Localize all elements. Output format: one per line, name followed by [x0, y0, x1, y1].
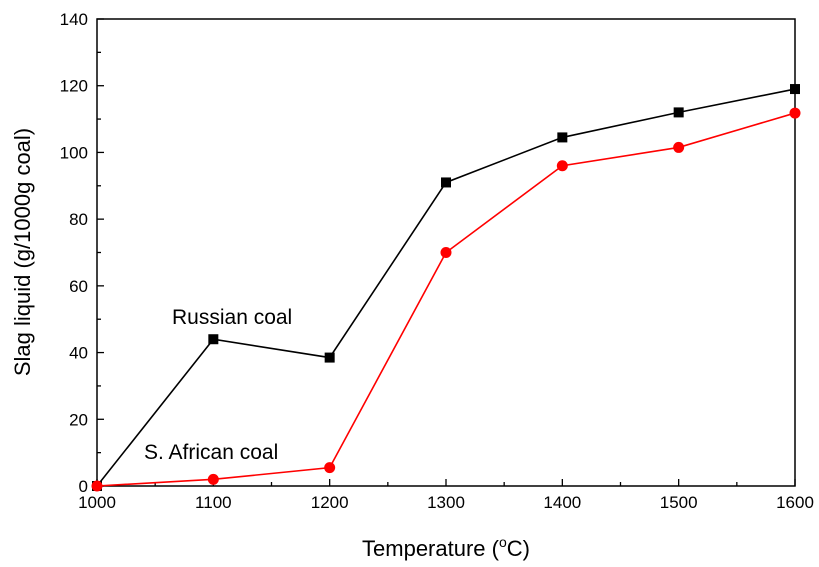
point-russian-coal	[324, 352, 335, 363]
series-group	[91, 84, 801, 492]
tick-labels: 1000 1100 1200 1300 1400 1500 1600 0 20 40 60 80 100…	[60, 10, 814, 512]
point-russian-coal	[208, 334, 219, 345]
x-axis-title: Temperature (oC)	[362, 534, 530, 561]
axis-ticks	[96, 18, 796, 487]
x-axis-title-superscript: o	[499, 534, 507, 550]
y-tick-label: 40	[69, 344, 88, 363]
x-tick-label: 1400	[543, 493, 581, 512]
y-tick-label: 140	[60, 10, 88, 29]
series-line-russian-coal	[96, 88, 796, 487]
x-tick-label: 1000	[78, 493, 116, 512]
series-line-s-african-coal	[96, 112, 796, 487]
y-tick-label: 20	[69, 410, 88, 429]
y-tick-label: 80	[69, 210, 88, 229]
point-s-african-coal	[91, 480, 103, 492]
y-tick-label: 100	[60, 143, 88, 162]
point-russian-coal	[673, 107, 684, 118]
x-tick-label: 1200	[311, 493, 349, 512]
point-russian-coal	[557, 132, 568, 143]
y-tick-label: 60	[69, 277, 88, 296]
y-axis-title: Slag liquid (g/1000g coal)	[10, 128, 35, 376]
x-tick-label: 1500	[660, 493, 698, 512]
x-tick-label: 1100	[195, 493, 232, 512]
point-s-african-coal	[207, 473, 219, 485]
annotation-s-african-coal: S. African coal	[144, 441, 278, 464]
x-tick-label: 1300	[427, 493, 465, 512]
point-s-african-coal	[324, 462, 336, 474]
y-tick-label: 0	[79, 477, 88, 496]
point-russian-coal	[790, 84, 800, 95]
point-s-african-coal	[440, 247, 452, 258]
point-s-african-coal	[556, 160, 568, 172]
point-s-african-coal	[789, 107, 801, 119]
x-tick-label: 1600	[776, 493, 814, 512]
annotation-russian-coal: Russian coal	[172, 306, 292, 329]
point-s-african-coal	[673, 141, 685, 153]
y-tick-label: 120	[60, 77, 88, 96]
point-russian-coal	[441, 177, 451, 188]
